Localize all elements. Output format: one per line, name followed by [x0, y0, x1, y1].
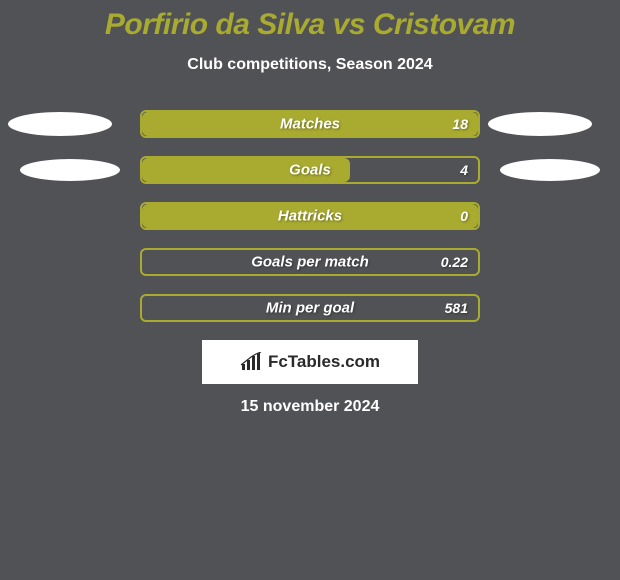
stat-bar: Goals per match 0.22 — [140, 248, 480, 276]
stat-label: Hattricks — [278, 208, 342, 225]
stat-row: Goals 4 — [0, 156, 620, 184]
bar-chart-icon — [240, 352, 262, 372]
infographic-container: Porfirio da Silva vs Cristovam Club comp… — [0, 0, 620, 580]
stat-row: Min per goal 581 — [0, 294, 620, 322]
stat-value: 0 — [460, 208, 468, 224]
stat-bar: Min per goal 581 — [140, 294, 480, 322]
player-right-marker — [500, 159, 600, 181]
comparison-subtitle: Club competitions, Season 2024 — [0, 56, 620, 74]
stat-value: 4 — [460, 162, 468, 178]
stat-label: Matches — [280, 116, 340, 133]
logo-text: FcTables.com — [268, 352, 380, 372]
stat-bar: Matches 18 — [140, 110, 480, 138]
stat-value: 581 — [445, 300, 468, 316]
stat-row: Goals per match 0.22 — [0, 248, 620, 276]
logo-box: FcTables.com — [202, 340, 418, 384]
stat-bar: Goals 4 — [140, 156, 480, 184]
player-right-marker — [488, 112, 592, 136]
player-left-marker — [8, 112, 112, 136]
stat-label: Goals — [289, 162, 331, 179]
stat-label: Min per goal — [266, 300, 354, 317]
comparison-title: Porfirio da Silva vs Cristovam — [0, 8, 620, 42]
stat-label: Goals per match — [251, 254, 369, 271]
player-left-marker — [20, 159, 120, 181]
stat-bar: Hattricks 0 — [140, 202, 480, 230]
bars-region: Matches 18 Goals 4 Hattricks 0 Goals per match… — [0, 110, 620, 322]
stat-row: Matches 18 — [0, 110, 620, 138]
stat-value: 0.22 — [441, 254, 468, 270]
stat-value: 18 — [452, 116, 468, 132]
infographic-date: 15 november 2024 — [0, 398, 620, 416]
stat-row: Hattricks 0 — [0, 202, 620, 230]
